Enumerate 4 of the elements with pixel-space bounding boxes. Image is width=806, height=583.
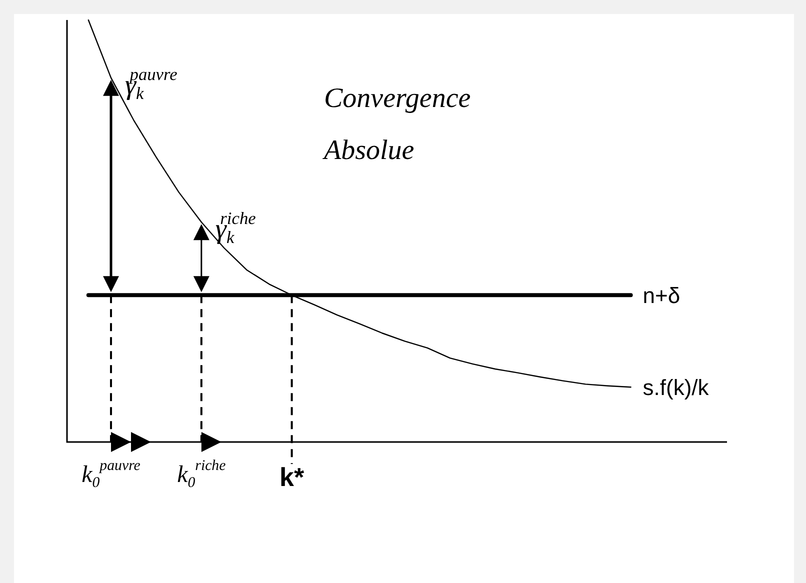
series-label: s.f(k)/k	[642, 375, 710, 400]
text: Convergence Absolue	[322, 83, 471, 166]
x-tick-label: k*	[280, 462, 305, 492]
series-label: n+δ	[642, 283, 680, 308]
